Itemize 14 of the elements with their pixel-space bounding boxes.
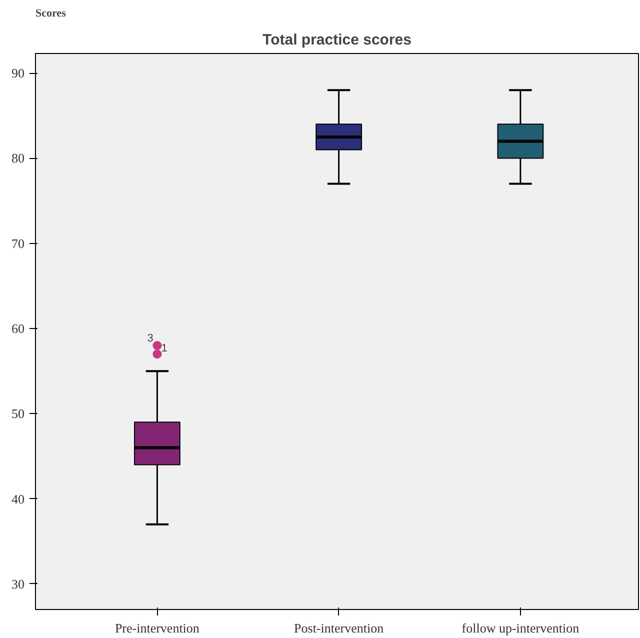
annotation: 1 xyxy=(161,342,168,355)
chart-title: Total practice scores xyxy=(262,32,412,48)
y-tick-label: 80 xyxy=(12,150,24,166)
y-tick-label: 50 xyxy=(12,406,24,422)
annotation: 3 xyxy=(147,332,154,345)
y-tick-label: 70 xyxy=(12,236,24,251)
y-tick-label: 40 xyxy=(12,491,24,506)
y-tick-label: 30 xyxy=(12,576,24,592)
y-tick-label: 60 xyxy=(12,321,24,336)
x-tick-label: follow up-intervention xyxy=(462,620,580,636)
x-tick-label: Pre-intervention xyxy=(114,620,200,636)
y-tick-label: 90 xyxy=(12,66,24,81)
y-axis-title: Scores xyxy=(36,8,67,20)
x-tick-label: Post-intervention xyxy=(294,620,384,636)
